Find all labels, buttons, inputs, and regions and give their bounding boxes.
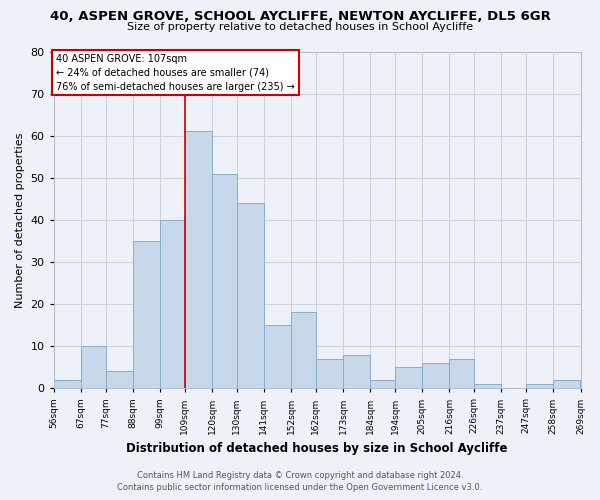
Bar <box>237 203 264 388</box>
Bar <box>343 354 370 388</box>
Bar <box>185 132 212 388</box>
Bar <box>316 359 343 388</box>
Y-axis label: Number of detached properties: Number of detached properties <box>15 132 25 308</box>
Bar <box>370 380 395 388</box>
Bar <box>395 367 422 388</box>
Bar <box>291 312 316 388</box>
Bar <box>581 380 600 388</box>
Text: 40 ASPEN GROVE: 107sqm
← 24% of detached houses are smaller (74)
76% of semi-det: 40 ASPEN GROVE: 107sqm ← 24% of detached… <box>56 54 295 92</box>
Bar <box>264 325 291 388</box>
Text: Contains HM Land Registry data © Crown copyright and database right 2024.
Contai: Contains HM Land Registry data © Crown c… <box>118 471 482 492</box>
Bar <box>212 174 237 388</box>
Text: 40, ASPEN GROVE, SCHOOL AYCLIFFE, NEWTON AYCLIFFE, DL5 6GR: 40, ASPEN GROVE, SCHOOL AYCLIFFE, NEWTON… <box>50 10 550 23</box>
Bar <box>553 380 580 388</box>
Bar <box>526 384 553 388</box>
X-axis label: Distribution of detached houses by size in School Aycliffe: Distribution of detached houses by size … <box>127 442 508 455</box>
Text: Size of property relative to detached houses in School Aycliffe: Size of property relative to detached ho… <box>127 22 473 32</box>
Bar <box>449 359 474 388</box>
Bar <box>160 220 185 388</box>
Bar <box>54 380 81 388</box>
Bar <box>422 363 449 388</box>
Bar <box>106 372 133 388</box>
Bar <box>474 384 502 388</box>
Bar <box>133 241 160 388</box>
Bar <box>81 346 106 389</box>
